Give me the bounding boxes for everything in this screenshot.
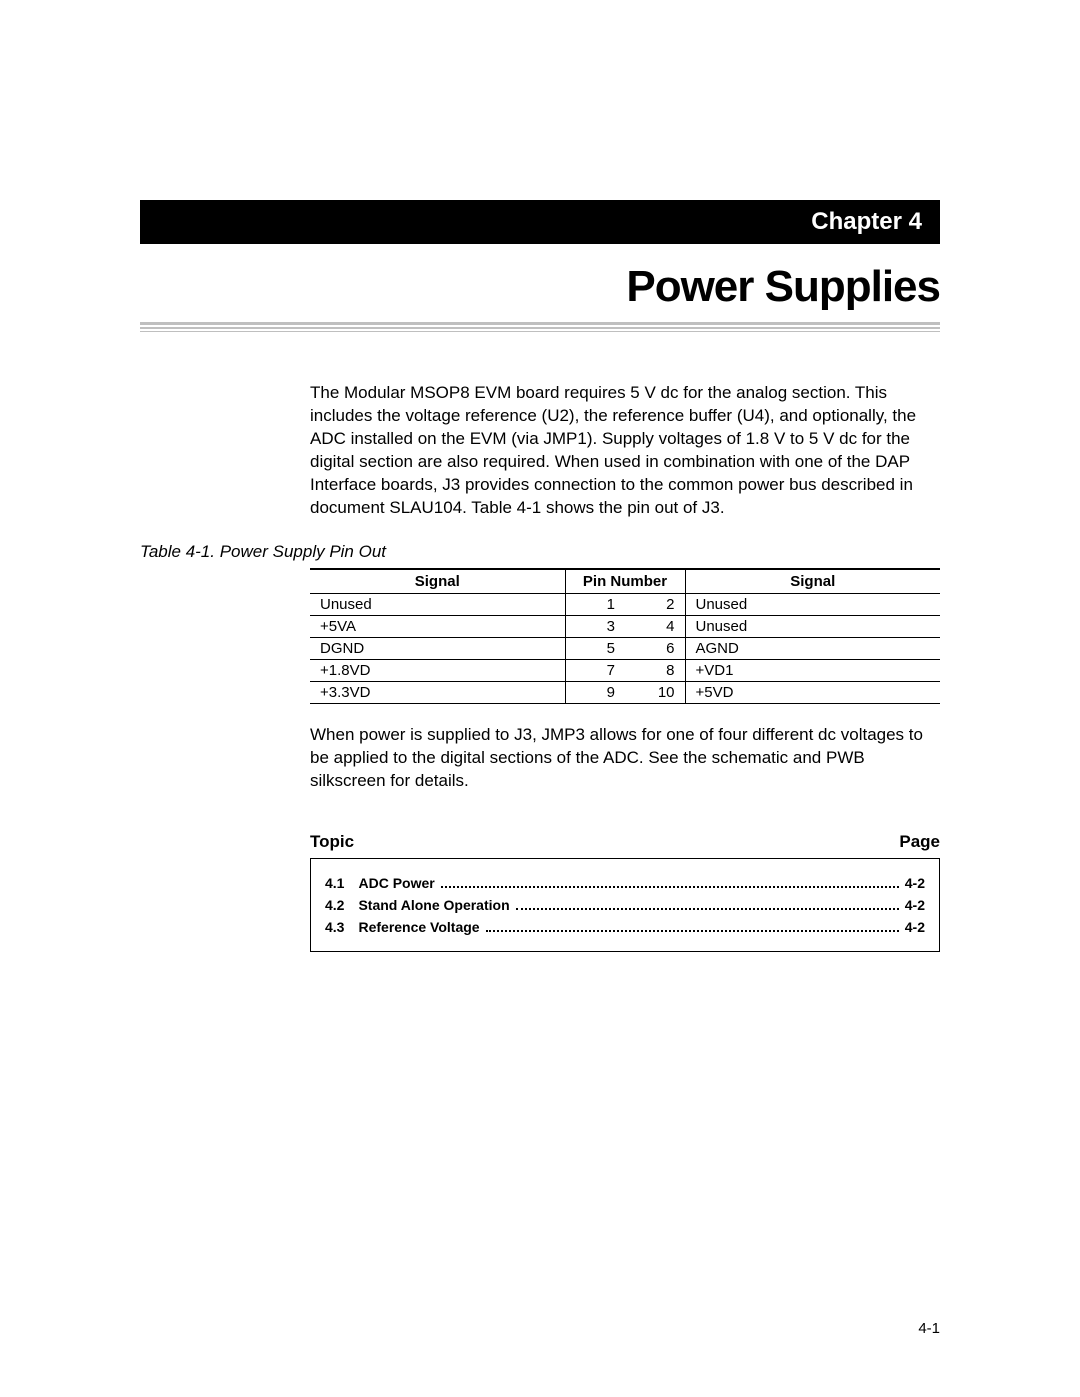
cell-pin2: 6 [625, 637, 685, 659]
pinout-table-wrap: Signal Pin Number Signal Unused 1 2 Unus… [310, 568, 940, 704]
toc-row: 4.3 Reference Voltage 4-2 [325, 919, 925, 935]
cell-pin2: 10 [625, 681, 685, 703]
toc-row: 4.1 ADC Power 4-2 [325, 875, 925, 891]
table-caption: Table 4-1. Power Supply Pin Out [140, 542, 940, 562]
second-paragraph: When power is supplied to J3, JMP3 allow… [310, 724, 940, 793]
th-pin-number: Pin Number [565, 569, 685, 594]
cell-pin2: 4 [625, 615, 685, 637]
page: Chapter 4 Power Supplies The Modular MSO… [0, 0, 1080, 1397]
th-signal-right: Signal [685, 569, 940, 594]
cell-pin1: 1 [565, 593, 625, 615]
cell-signal-left: +5VA [310, 615, 565, 637]
cell-pin1: 7 [565, 659, 625, 681]
table-row: +5VA 3 4 Unused [310, 615, 940, 637]
cell-pin1: 5 [565, 637, 625, 659]
toc: Topic Page 4.1 ADC Power 4-2 4.2 Stand A… [310, 832, 940, 952]
toc-item-num: 4.3 [325, 919, 344, 935]
cell-signal-left: Unused [310, 593, 565, 615]
table-row: DGND 5 6 AGND [310, 637, 940, 659]
cell-signal-left: DGND [310, 637, 565, 659]
toc-item-title: Reference Voltage [358, 919, 479, 935]
cell-signal-right: Unused [685, 615, 940, 637]
cell-signal-right: Unused [685, 593, 940, 615]
th-signal-left: Signal [310, 569, 565, 594]
chapter-title: Power Supplies [140, 262, 940, 312]
chapter-label: Chapter 4 [811, 208, 922, 235]
toc-item-page: 4-2 [905, 897, 925, 913]
toc-item-title: Stand Alone Operation [358, 897, 509, 913]
cell-pin2: 2 [625, 593, 685, 615]
cell-pin2: 8 [625, 659, 685, 681]
chapter-bar: Chapter 4 [140, 200, 940, 244]
toc-item-num: 4.2 [325, 897, 344, 913]
table-row: +1.8VD 7 8 +VD1 [310, 659, 940, 681]
table-row: Unused 1 2 Unused [310, 593, 940, 615]
toc-row: 4.2 Stand Alone Operation 4-2 [325, 897, 925, 913]
toc-dots [516, 908, 899, 910]
toc-item-num: 4.1 [325, 875, 344, 891]
table-header-row: Signal Pin Number Signal [310, 569, 940, 594]
cell-pin1: 3 [565, 615, 625, 637]
toc-item-page: 4-2 [905, 875, 925, 891]
cell-signal-left: +1.8VD [310, 659, 565, 681]
page-number: 4-1 [918, 1320, 940, 1337]
toc-item-page: 4-2 [905, 919, 925, 935]
cell-signal-right: AGND [685, 637, 940, 659]
intro-paragraph: The Modular MSOP8 EVM board requires 5 V… [310, 382, 940, 520]
toc-topic-label: Topic [310, 832, 354, 852]
pinout-table: Signal Pin Number Signal Unused 1 2 Unus… [310, 568, 940, 704]
toc-dots [441, 886, 899, 888]
cell-pin1: 9 [565, 681, 625, 703]
cell-signal-right: +VD1 [685, 659, 940, 681]
divider-rules [140, 322, 940, 332]
toc-page-label: Page [899, 832, 940, 852]
toc-dots [486, 930, 899, 932]
toc-item-title: ADC Power [358, 875, 434, 891]
toc-box: 4.1 ADC Power 4-2 4.2 Stand Alone Operat… [310, 858, 940, 952]
table-row: +3.3VD 9 10 +5VD [310, 681, 940, 703]
cell-signal-right: +5VD [685, 681, 940, 703]
toc-header: Topic Page [310, 832, 940, 852]
cell-signal-left: +3.3VD [310, 681, 565, 703]
